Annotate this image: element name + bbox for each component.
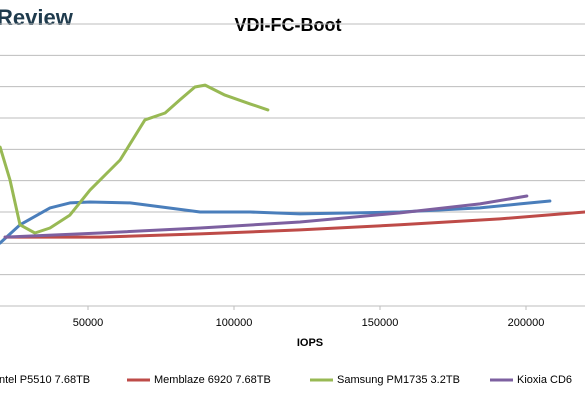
chart-title: VDI-FC-Boot	[235, 15, 342, 35]
series-line	[3, 210, 585, 239]
legend-label: Samsung PM1735 3.2TB	[337, 374, 460, 386]
series-line	[0, 83, 270, 235]
series-line	[3, 194, 529, 239]
series-line	[0, 199, 552, 245]
legend-label: Memblaze 6920 7.68TB	[154, 374, 271, 386]
x-axis-label: IOPS	[297, 337, 323, 349]
x-tick-label: 100000	[216, 317, 253, 329]
x-tick-label: 50000	[73, 317, 104, 329]
x-tick-label: 200000	[508, 317, 545, 329]
legend-label: Kioxia CD6	[517, 374, 572, 386]
x-tick-label: 150000	[362, 317, 399, 329]
legend-label: ntel P5510 7.68TB	[0, 374, 90, 386]
logo: Review	[0, 5, 74, 30]
